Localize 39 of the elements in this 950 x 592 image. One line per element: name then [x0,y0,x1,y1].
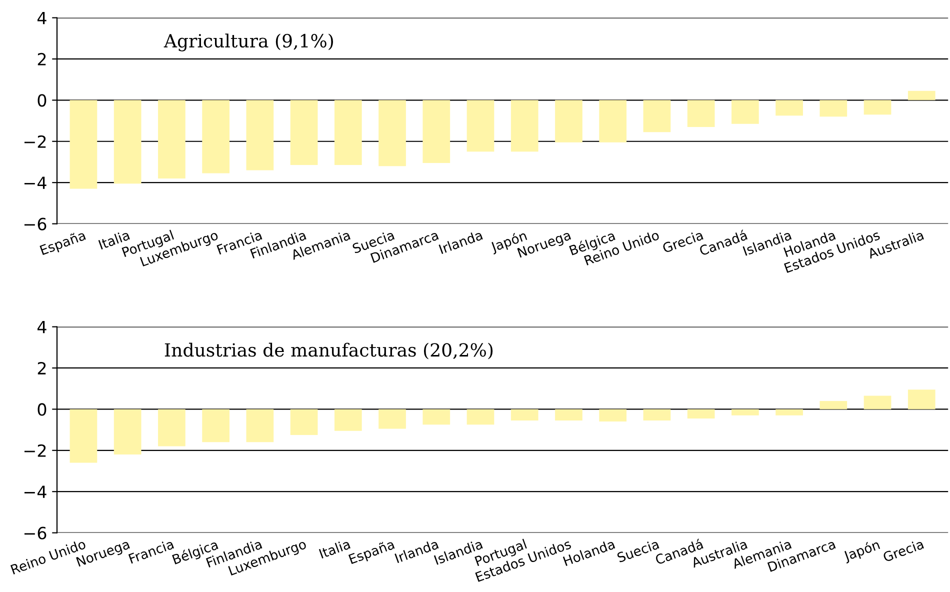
y-tick-label: 2 [38,52,46,66]
x-tick-label: Irlanda [438,230,483,254]
bar [378,409,406,429]
text: Industrias de manufacturas (20,2%) [164,342,493,360]
bar [510,409,538,421]
bar [908,390,936,410]
bar [158,409,186,446]
x-tick-label: Francia [128,538,174,564]
x-tick-label: Grecia [882,538,924,562]
bar [687,409,715,418]
bar [290,409,318,435]
text: Agricultura (9,1%) [164,34,333,52]
bar [599,409,627,422]
bar [202,409,230,442]
bar [732,409,759,416]
y-tick-label: −2 [24,135,46,148]
bar [334,409,362,431]
bar [466,409,494,425]
y-tick-label: −2 [24,444,46,457]
bar [776,409,803,416]
bar [820,400,848,410]
bar [643,409,671,421]
y-tick-label: −6 [24,526,46,540]
y-tick-label: −4 [24,176,46,189]
bar [246,409,274,442]
bar [555,409,582,421]
x-tick-label: Japón [842,538,882,564]
bar [70,409,98,463]
bar [422,409,450,425]
y-tick-label: −6 [24,218,46,230]
bar [864,396,892,410]
y-tick-label: 4 [37,320,46,334]
x-tick-label: Italia [318,538,351,559]
y-tick-label: 0 [38,403,46,416]
y-tick-label: 4 [37,12,46,24]
y-tick-label: 0 [38,94,46,107]
y-tick-label: 2 [38,362,46,374]
y-tick-label: −4 [24,486,46,498]
bar [114,409,142,455]
